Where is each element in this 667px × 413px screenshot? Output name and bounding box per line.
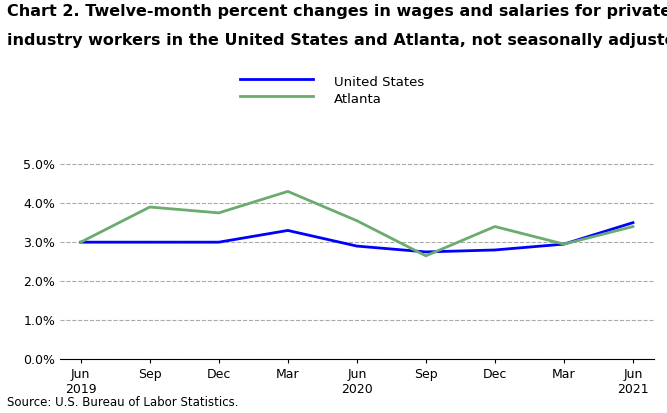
Text: industry workers in the United States and Atlanta, not seasonally adjusted: industry workers in the United States an… — [7, 33, 667, 48]
Text: United States: United States — [334, 76, 424, 89]
Text: Source: U.S. Bureau of Labor Statistics.: Source: U.S. Bureau of Labor Statistics. — [7, 396, 238, 409]
Text: Chart 2. Twelve-month percent changes in wages and salaries for private: Chart 2. Twelve-month percent changes in… — [7, 4, 667, 19]
Text: Atlanta: Atlanta — [334, 93, 382, 106]
